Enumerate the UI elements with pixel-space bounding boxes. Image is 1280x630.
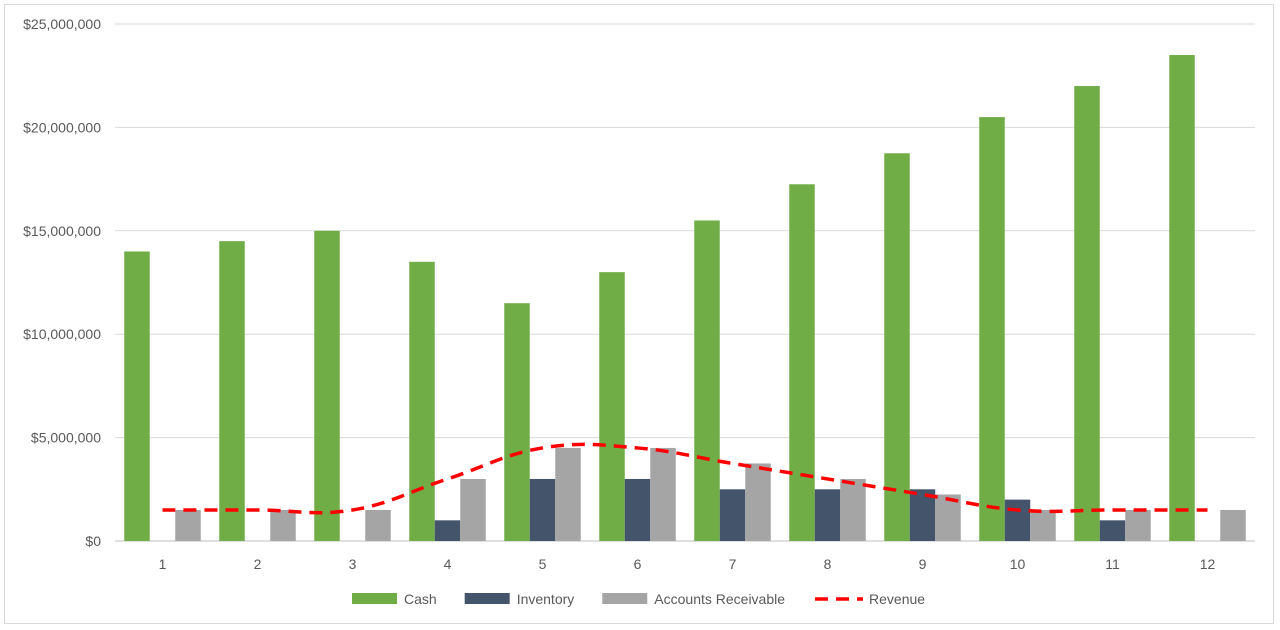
bar-cash — [599, 272, 625, 541]
bar-accounts-receivable — [650, 447, 676, 541]
bar-inventory — [529, 478, 556, 541]
y-tick-label: $15,000,000 — [23, 223, 101, 239]
x-tick-label: 6 — [634, 556, 642, 572]
bar-cash — [504, 303, 530, 541]
x-tick-label: 9 — [919, 556, 927, 572]
bar-cash — [1074, 86, 1100, 541]
bar-inventory — [434, 520, 461, 541]
bar-inventory — [814, 489, 841, 541]
legend-item-inventory: Inventory — [464, 591, 575, 607]
y-tick-label: $10,000,000 — [23, 326, 101, 342]
legend-label: Accounts Receivable — [654, 591, 785, 607]
bar-inventory — [624, 478, 651, 541]
bar-cash — [409, 261, 435, 541]
grid-layer — [115, 23, 1255, 542]
bar-accounts-receivable — [555, 447, 581, 541]
x-tick-label: 8 — [824, 556, 832, 572]
bar-accounts-receivable — [745, 463, 771, 541]
legend-label: Cash — [404, 591, 437, 607]
legend-item-accounts-receivable: Accounts Receivable — [602, 591, 785, 607]
legend-swatch — [464, 593, 510, 604]
x-tick-label: 3 — [349, 556, 357, 572]
bar-cash — [789, 184, 815, 541]
bar-cash — [314, 230, 340, 542]
y-tick-label: $0 — [85, 533, 101, 549]
x-tick-label: 4 — [444, 556, 452, 572]
legend-label: Revenue — [869, 591, 925, 607]
bar-cash — [979, 117, 1005, 541]
bar-inventory — [719, 489, 746, 541]
y-tick-label: $25,000,000 — [23, 16, 101, 32]
legend-item-cash: Cash — [352, 591, 437, 607]
legend-item-revenue: Revenue — [815, 591, 925, 607]
bar-accounts-receivable — [175, 509, 201, 541]
legend: Cash Inventory Accounts Receivable Revenue — [352, 591, 925, 607]
bar-cash — [124, 251, 150, 542]
x-tick-label: 1 — [159, 556, 167, 572]
x-tick-label: 2 — [254, 556, 262, 572]
bar-inventory — [1099, 520, 1126, 541]
legend-swatch — [602, 593, 648, 604]
bar-accounts-receivable — [1030, 509, 1056, 541]
bars-layer — [124, 55, 1246, 542]
legend-swatch — [352, 593, 397, 604]
x-tick-label: 10 — [1010, 556, 1026, 572]
legend-label: Inventory — [517, 591, 575, 607]
y-tick-label: $20,000,000 — [23, 119, 101, 135]
x-axis-ticks: 1 2 3 4 5 6 7 8 9 10 11 12 — [159, 556, 1216, 572]
bar-accounts-receivable — [1125, 509, 1151, 541]
x-tick-label: 11 — [1105, 556, 1120, 572]
bar-cash — [219, 241, 245, 541]
bar-accounts-receivable — [460, 478, 486, 541]
x-tick-label: 12 — [1200, 556, 1216, 572]
y-tick-label: $5,000,000 — [31, 430, 101, 446]
bar-accounts-receivable — [840, 478, 866, 541]
bar-cash — [884, 153, 910, 541]
bar-inventory — [909, 489, 936, 541]
bar-accounts-receivable — [365, 509, 391, 541]
bar-cash — [1169, 55, 1195, 542]
bar-inventory — [1004, 499, 1031, 541]
x-tick-label: 7 — [729, 556, 737, 572]
y-axis-ticks: $0 $5,000,000 $10,000,000 $15,000,000 $20,00… — [23, 16, 101, 549]
bar-cash — [694, 220, 720, 541]
bar-accounts-receivable — [1220, 509, 1246, 541]
bar-accounts-receivable — [270, 509, 296, 541]
x-tick-label: 5 — [539, 556, 547, 572]
